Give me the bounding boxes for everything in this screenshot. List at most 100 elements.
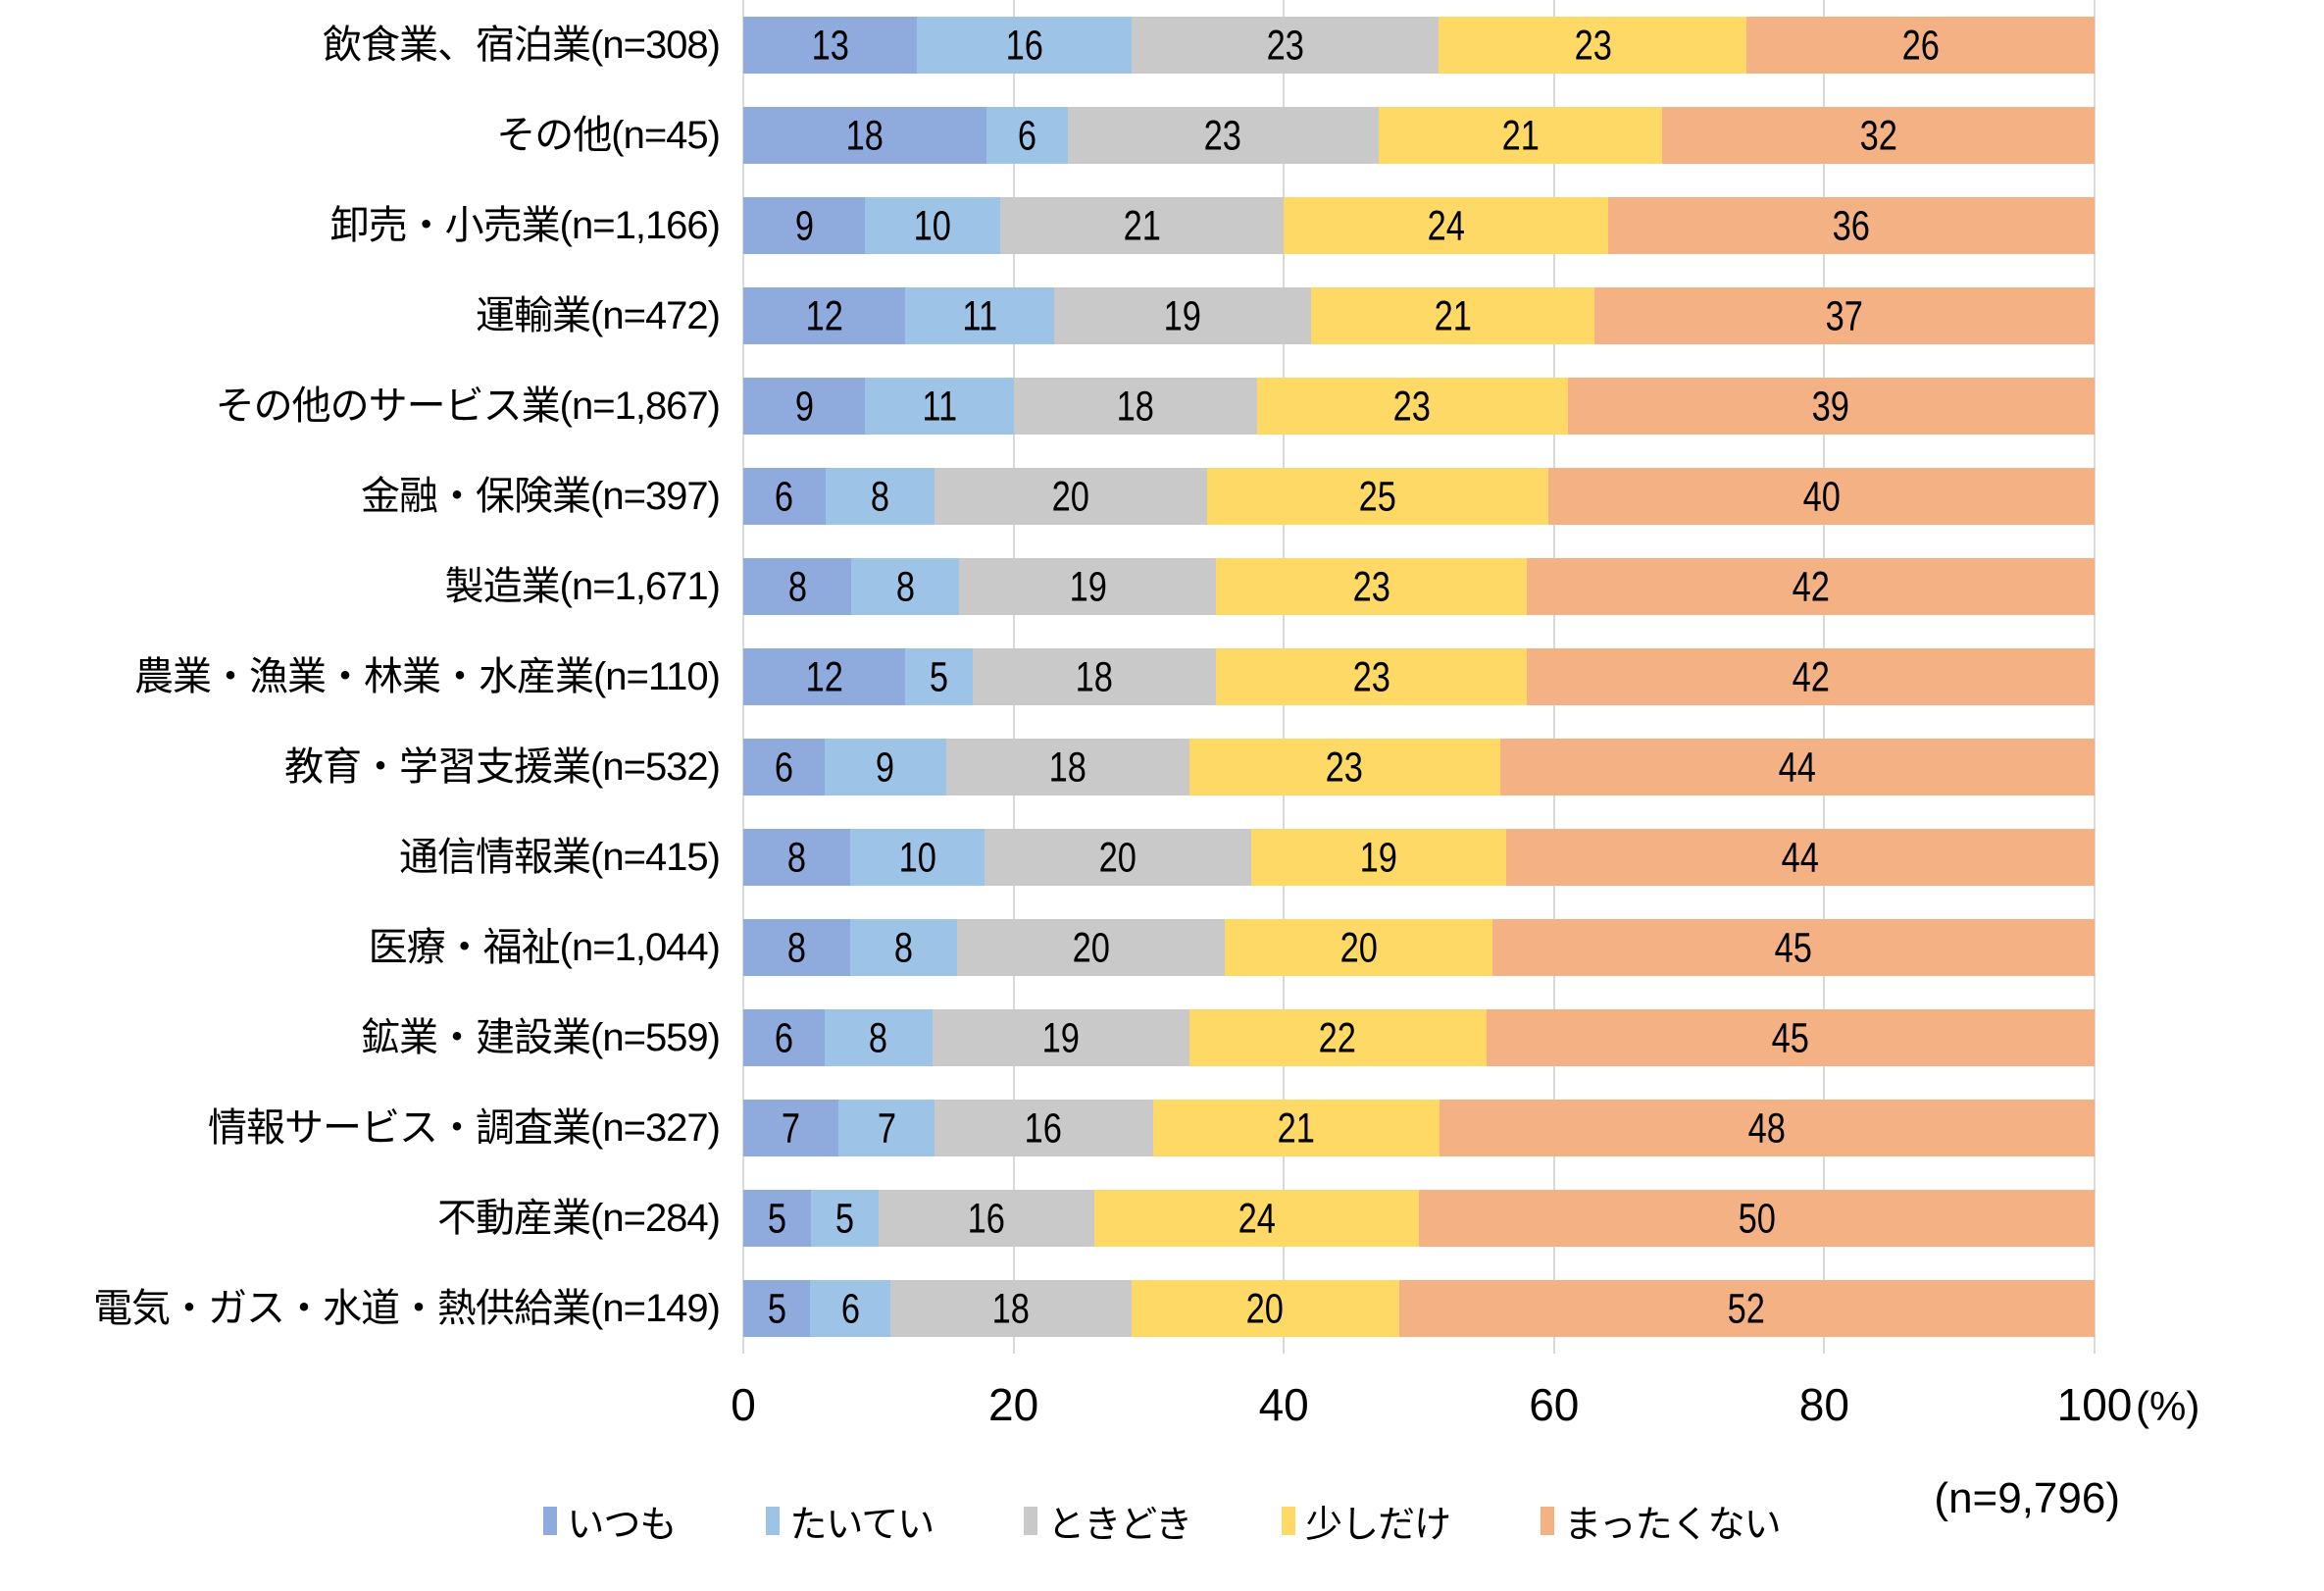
bar-segment-value: 12 bbox=[805, 291, 843, 339]
category-label: その他のサービス業(n=1,867) bbox=[215, 385, 721, 428]
category-rows: 飲食業、宿泊業(n=308) 13 16 23 23 26 その他(n=45) 18 6 23 21… bbox=[0, 17, 2324, 1337]
bar-segment-value: 44 bbox=[1778, 743, 1816, 791]
bar-segment: 21 bbox=[1378, 107, 1663, 164]
bar-segment: 9 bbox=[743, 378, 866, 435]
bar-segment: 20 bbox=[1131, 1280, 1399, 1337]
bar-segment-value: 8 bbox=[787, 562, 807, 610]
category-row: 教育・学習支援業(n=532) 6 9 18 23 44 bbox=[0, 722, 2324, 812]
bar-segment: 42 bbox=[1527, 558, 2095, 615]
bar-segment-value: 11 bbox=[962, 291, 998, 339]
bar-segment-value: 19 bbox=[1163, 291, 1201, 339]
bar-segment-value: 8 bbox=[895, 562, 915, 610]
bar-segment: 45 bbox=[1492, 919, 2095, 976]
bar-segment: 20 bbox=[934, 468, 1208, 525]
bar-segment-value: 40 bbox=[1802, 472, 1841, 520]
category-label: 通信情報業(n=415) bbox=[399, 836, 721, 879]
bar-segment: 18 bbox=[973, 648, 1217, 705]
bar-segment: 16 bbox=[917, 17, 1132, 74]
bar-segment: 25 bbox=[1207, 468, 1549, 525]
bar-segment-value: 5 bbox=[930, 652, 949, 700]
bar-segment: 42 bbox=[1527, 648, 2095, 705]
gridline-100 bbox=[2094, 0, 2096, 1354]
bar-segment-value: 18 bbox=[845, 111, 884, 159]
stacked-bar: 8 8 20 20 45 bbox=[743, 919, 2095, 976]
bar-segment: 48 bbox=[1439, 1100, 2095, 1156]
bar-segment: 24 bbox=[1094, 1190, 1419, 1247]
bar-segment: 9 bbox=[743, 197, 866, 254]
bar-segment: 6 bbox=[810, 1280, 891, 1337]
bar-segment: 12 bbox=[743, 648, 906, 705]
bar-segment-value: 6 bbox=[1017, 111, 1036, 159]
legend-label: いつも bbox=[567, 1504, 677, 1546]
bar-segment-value: 24 bbox=[1427, 201, 1465, 249]
bar-segment: 50 bbox=[1418, 1190, 2095, 1247]
bar-segment-value: 12 bbox=[805, 652, 843, 700]
category-label: 飲食業、宿泊業(n=308) bbox=[323, 24, 721, 67]
bar-segment-value: 22 bbox=[1319, 1013, 1357, 1061]
bar-segment: 8 bbox=[743, 558, 852, 615]
legend-item: ときどき bbox=[1024, 1494, 1192, 1548]
x-tick-label-40: 40 bbox=[1258, 1379, 1309, 1430]
bar-segment: 44 bbox=[1499, 739, 2095, 796]
bar-segment-value: 23 bbox=[1352, 652, 1390, 700]
bar-segment: 19 bbox=[1251, 829, 1506, 886]
bar-segment: 36 bbox=[1607, 197, 2095, 254]
legend-label: まったくない bbox=[1564, 1504, 1781, 1546]
bar-segment-value: 21 bbox=[1434, 291, 1472, 339]
bar-segment: 8 bbox=[743, 919, 851, 976]
bar-segment: 18 bbox=[945, 739, 1189, 796]
bar-segment-value: 7 bbox=[782, 1103, 801, 1152]
category-label: その他(n=45) bbox=[496, 114, 721, 157]
category-row: 不動産業(n=284) 5 5 16 24 50 bbox=[0, 1173, 2324, 1263]
category-label: 金融・保険業(n=397) bbox=[361, 475, 721, 518]
bar-segment: 10 bbox=[850, 829, 985, 886]
bar-segment-value: 32 bbox=[1859, 111, 1897, 159]
category-label: 卸売・小売業(n=1,166) bbox=[329, 204, 721, 247]
bar-segment-value: 10 bbox=[898, 833, 936, 881]
bar-segment-value: 8 bbox=[786, 923, 807, 971]
x-tick-label-60: 60 bbox=[1529, 1379, 1580, 1430]
legend-swatch-icon bbox=[766, 1506, 781, 1535]
stacked-bar: 5 5 16 24 50 bbox=[743, 1190, 2095, 1247]
stacked-bar: 9 11 18 23 39 bbox=[743, 378, 2095, 435]
bar-segment: 20 bbox=[957, 919, 1226, 976]
bar-segment: 21 bbox=[999, 197, 1285, 254]
category-label: 電気・ガス・水道・熱供給業(n=149) bbox=[93, 1287, 721, 1330]
bar-segment: 23 bbox=[1439, 17, 1747, 74]
stacked-bar: 8 10 20 19 44 bbox=[743, 829, 2095, 886]
bar-segment-value: 16 bbox=[1025, 1103, 1063, 1152]
bar-segment: 20 bbox=[984, 829, 1252, 886]
stacked-bar: 18 6 23 21 32 bbox=[743, 107, 2095, 164]
x-tick-label-0: 0 bbox=[731, 1379, 756, 1430]
bar-segment-value: 50 bbox=[1738, 1194, 1776, 1242]
bar-segment: 39 bbox=[1567, 378, 2095, 435]
legend-item: いつも bbox=[543, 1494, 677, 1548]
category-row: 農業・漁業・林業・水産業(n=110) 12 5 18 23 42 bbox=[0, 632, 2324, 722]
bar-segment: 10 bbox=[865, 197, 1000, 254]
bar-segment-value: 11 bbox=[921, 382, 957, 430]
bar-segment: 45 bbox=[1486, 1009, 2095, 1066]
bar-segment: 37 bbox=[1594, 287, 2095, 344]
x-axis-unit-label: (%) bbox=[2136, 1383, 2200, 1429]
stacked-bar: 13 16 23 23 26 bbox=[743, 17, 2095, 74]
bar-segment: 18 bbox=[890, 1280, 1132, 1337]
bar-segment: 22 bbox=[1188, 1009, 1487, 1066]
bar-segment-value: 8 bbox=[869, 1013, 888, 1061]
x-tick-label-20: 20 bbox=[988, 1379, 1039, 1430]
stacked-bar: 9 10 21 24 36 bbox=[743, 197, 2095, 254]
bar-segment-value: 18 bbox=[991, 1284, 1031, 1332]
bar-segment: 7 bbox=[743, 1100, 839, 1156]
bar-segment-value: 10 bbox=[913, 201, 952, 249]
bar-segment-value: 8 bbox=[870, 472, 889, 520]
category-row: その他(n=45) 18 6 23 21 32 bbox=[0, 90, 2324, 180]
bar-segment-value: 16 bbox=[967, 1194, 1006, 1242]
bar-segment-value: 23 bbox=[1352, 562, 1390, 610]
legend-swatch-icon bbox=[1541, 1506, 1555, 1535]
stacked-bar: 6 9 18 23 44 bbox=[743, 739, 2095, 796]
bar-segment: 19 bbox=[932, 1009, 1189, 1066]
category-row: 鉱業・建設業(n=559) 6 8 19 22 45 bbox=[0, 993, 2324, 1083]
bar-segment: 8 bbox=[743, 829, 851, 886]
category-row: 情報サービス・調査業(n=327) 7 7 16 21 48 bbox=[0, 1083, 2324, 1173]
bar-segment-value: 48 bbox=[1747, 1103, 1787, 1152]
bar-segment-value: 9 bbox=[794, 201, 814, 249]
